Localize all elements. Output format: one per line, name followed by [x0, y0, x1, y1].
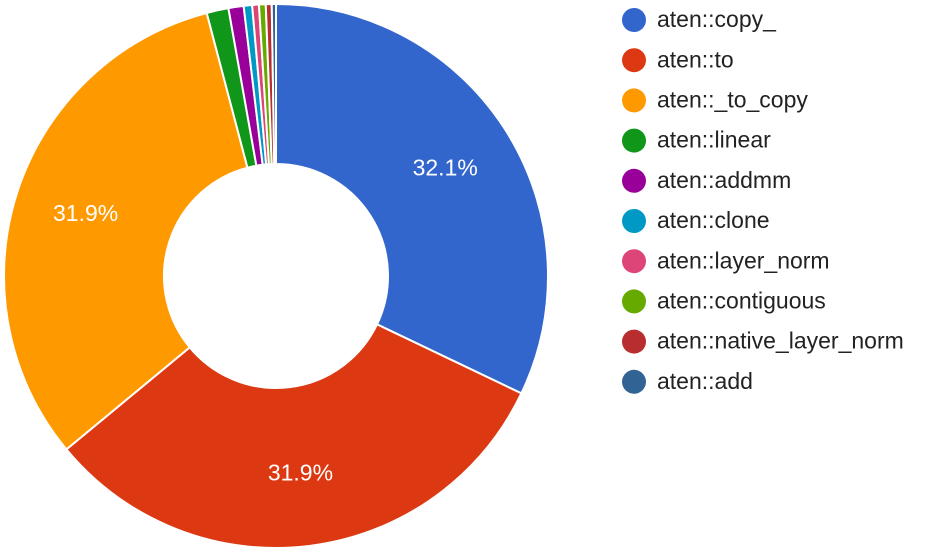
legend-swatch — [622, 369, 646, 394]
slice-aten-to-copy[interactable] — [3, 11, 249, 451]
legend-item-aten-to[interactable]: aten::to — [622, 46, 734, 72]
legend-item-aten-native-layer-norm[interactable]: aten::native_layer_norm — [622, 328, 904, 354]
legend-item-aten-linear[interactable]: aten::linear — [622, 127, 771, 153]
legend-swatch — [622, 168, 646, 193]
legend-label: aten::to — [657, 46, 734, 72]
slice-aten-copy[interactable] — [275, 2, 549, 395]
legend-swatch — [622, 88, 646, 113]
legend-item-aten-layer-norm[interactable]: aten::layer_norm — [622, 247, 830, 273]
legend-item-aten-clone[interactable]: aten::clone — [622, 207, 770, 233]
legend-swatch — [622, 48, 646, 73]
slice-aten-add[interactable] — [270, 2, 277, 166]
legend-item-aten-to-copy[interactable]: aten::_to_copy — [622, 86, 808, 112]
legend-swatch — [622, 209, 646, 233]
legend-label: aten::layer_norm — [657, 247, 830, 273]
slice-label-aten-copy: 32.1% — [413, 154, 478, 180]
legend-item-aten-contiguous[interactable]: aten::contiguous — [622, 287, 826, 313]
legend: aten::copy_aten::toaten::_to_copyaten::l… — [622, 6, 904, 394]
slice-label-aten-to-copy: 31.9% — [53, 200, 118, 226]
legend-label: aten::copy_ — [657, 6, 777, 32]
legend-swatch — [622, 128, 646, 153]
legend-swatch — [622, 289, 646, 314]
legend-label: aten::contiguous — [657, 287, 826, 313]
legend-label: aten::addmm — [657, 167, 791, 193]
slice-aten-to[interactable] — [65, 322, 523, 549]
legend-item-aten-copy[interactable]: aten::copy_ — [622, 6, 777, 32]
pie-slices — [3, 2, 549, 549]
legend-label: aten::add — [657, 368, 753, 394]
slice-labels: 32.1% 31.9% 31.9% — [53, 154, 478, 485]
legend-label: aten::native_layer_norm — [657, 328, 904, 354]
legend-swatch — [622, 249, 646, 274]
legend-label: aten::linear — [657, 127, 771, 153]
legend-swatch — [622, 8, 646, 32]
slice-label-aten-to: 31.9% — [268, 460, 333, 486]
legend-label: aten::_to_copy — [657, 86, 808, 112]
legend-item-aten-add[interactable]: aten::add — [622, 368, 753, 394]
legend-swatch — [622, 329, 646, 354]
legend-label: aten::clone — [657, 207, 770, 233]
legend-item-aten-addmm[interactable]: aten::addmm — [622, 167, 791, 193]
